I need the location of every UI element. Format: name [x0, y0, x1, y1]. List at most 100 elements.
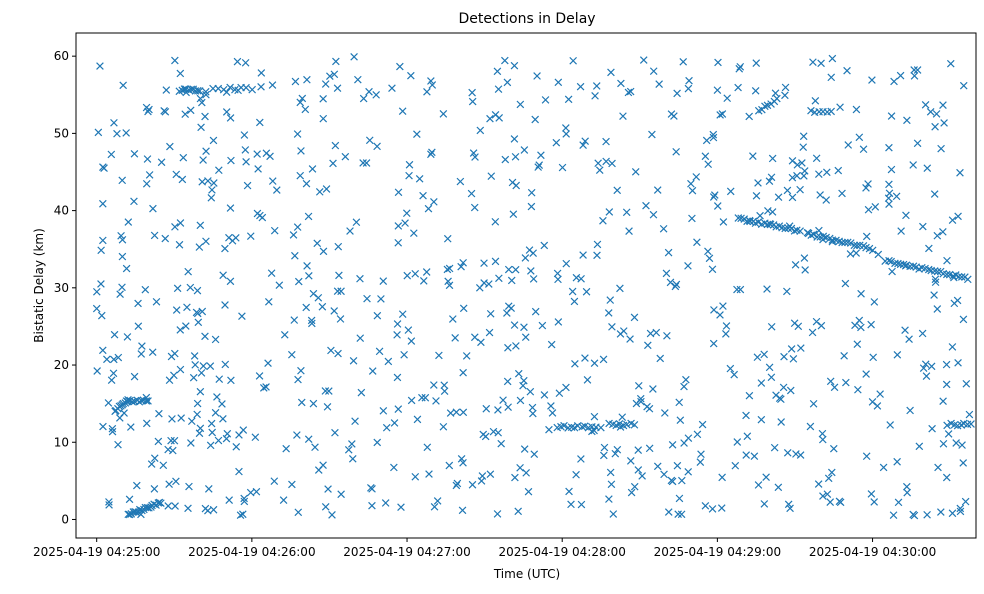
data-point — [567, 500, 575, 509]
data-point — [167, 352, 176, 361]
data-point — [356, 334, 365, 342]
y-tick-label: 30 — [54, 281, 69, 295]
data-point — [939, 228, 947, 236]
data-point — [713, 86, 722, 94]
data-point — [812, 154, 821, 163]
data-point — [903, 116, 911, 125]
data-point — [432, 397, 440, 405]
data-point — [337, 287, 345, 296]
data-point — [122, 129, 130, 137]
data-point — [823, 490, 832, 498]
data-point — [94, 128, 103, 137]
chart-title: Detections in Delay — [458, 11, 595, 27]
data-point — [710, 191, 719, 199]
data-point — [591, 92, 599, 100]
data-point — [397, 503, 405, 512]
data-point — [130, 150, 139, 158]
data-point — [770, 443, 779, 452]
data-point — [526, 387, 535, 396]
data-point — [527, 202, 536, 211]
data-point — [684, 434, 693, 442]
data-point — [788, 193, 797, 202]
data-point — [886, 421, 895, 429]
data-point — [333, 84, 342, 93]
data-point — [219, 271, 227, 280]
data-point — [511, 152, 520, 161]
data-point — [187, 85, 196, 94]
data-point — [495, 114, 504, 122]
data-point — [487, 172, 496, 180]
data-point — [294, 508, 303, 517]
data-point — [800, 172, 808, 180]
data-point — [857, 289, 865, 298]
data-point — [157, 158, 166, 167]
data-point — [765, 363, 774, 372]
data-point — [890, 77, 898, 86]
data-point — [672, 280, 681, 289]
data-point — [132, 481, 141, 490]
data-point — [393, 320, 402, 328]
data-point — [750, 452, 759, 461]
data-point — [906, 262, 914, 271]
data-point — [196, 424, 205, 433]
data-point — [764, 207, 772, 215]
data-point — [178, 175, 187, 184]
data-point — [172, 306, 181, 314]
data-point — [235, 431, 243, 439]
data-point — [521, 333, 530, 342]
data-point — [754, 481, 763, 489]
data-point — [511, 473, 519, 482]
data-point — [368, 485, 376, 493]
data-point — [103, 355, 111, 364]
data-point — [760, 500, 769, 508]
data-point — [193, 286, 202, 295]
data-point — [311, 443, 319, 452]
data-point — [555, 389, 564, 398]
data-point — [751, 87, 760, 95]
data-point — [606, 296, 615, 304]
data-point — [155, 409, 163, 418]
data-point — [540, 241, 549, 250]
data-point — [684, 84, 693, 93]
data-point — [184, 504, 192, 513]
data-point — [150, 500, 158, 509]
data-point — [164, 445, 172, 454]
data-point — [656, 354, 665, 363]
data-point — [335, 271, 343, 280]
data-point — [637, 397, 645, 406]
data-point — [445, 461, 454, 470]
data-point — [233, 57, 242, 66]
data-point — [709, 193, 718, 201]
data-point — [259, 384, 268, 392]
data-point — [930, 267, 939, 275]
data-point — [478, 472, 487, 480]
data-point — [445, 264, 454, 273]
data-point — [357, 388, 366, 397]
data-point — [655, 80, 663, 88]
data-point — [540, 391, 549, 399]
data-point — [948, 216, 957, 224]
data-point — [836, 103, 844, 112]
data-point — [199, 362, 208, 370]
data-point — [476, 126, 485, 135]
data-point — [582, 287, 591, 296]
data-point — [349, 356, 358, 365]
data-point — [889, 511, 898, 519]
data-point — [467, 189, 476, 198]
data-point — [177, 414, 186, 422]
data-point — [196, 94, 205, 103]
data-point — [827, 468, 836, 477]
data-point — [494, 428, 503, 437]
data-point — [468, 88, 476, 97]
data-point — [407, 337, 416, 345]
data-point — [788, 156, 797, 165]
data-point — [533, 72, 541, 80]
data-point — [197, 123, 205, 132]
data-point — [110, 118, 118, 127]
data-point — [921, 100, 930, 109]
data-point — [958, 441, 966, 449]
data-point — [716, 111, 724, 119]
data-point — [708, 265, 717, 274]
data-point — [119, 81, 127, 90]
data-point — [730, 370, 739, 379]
